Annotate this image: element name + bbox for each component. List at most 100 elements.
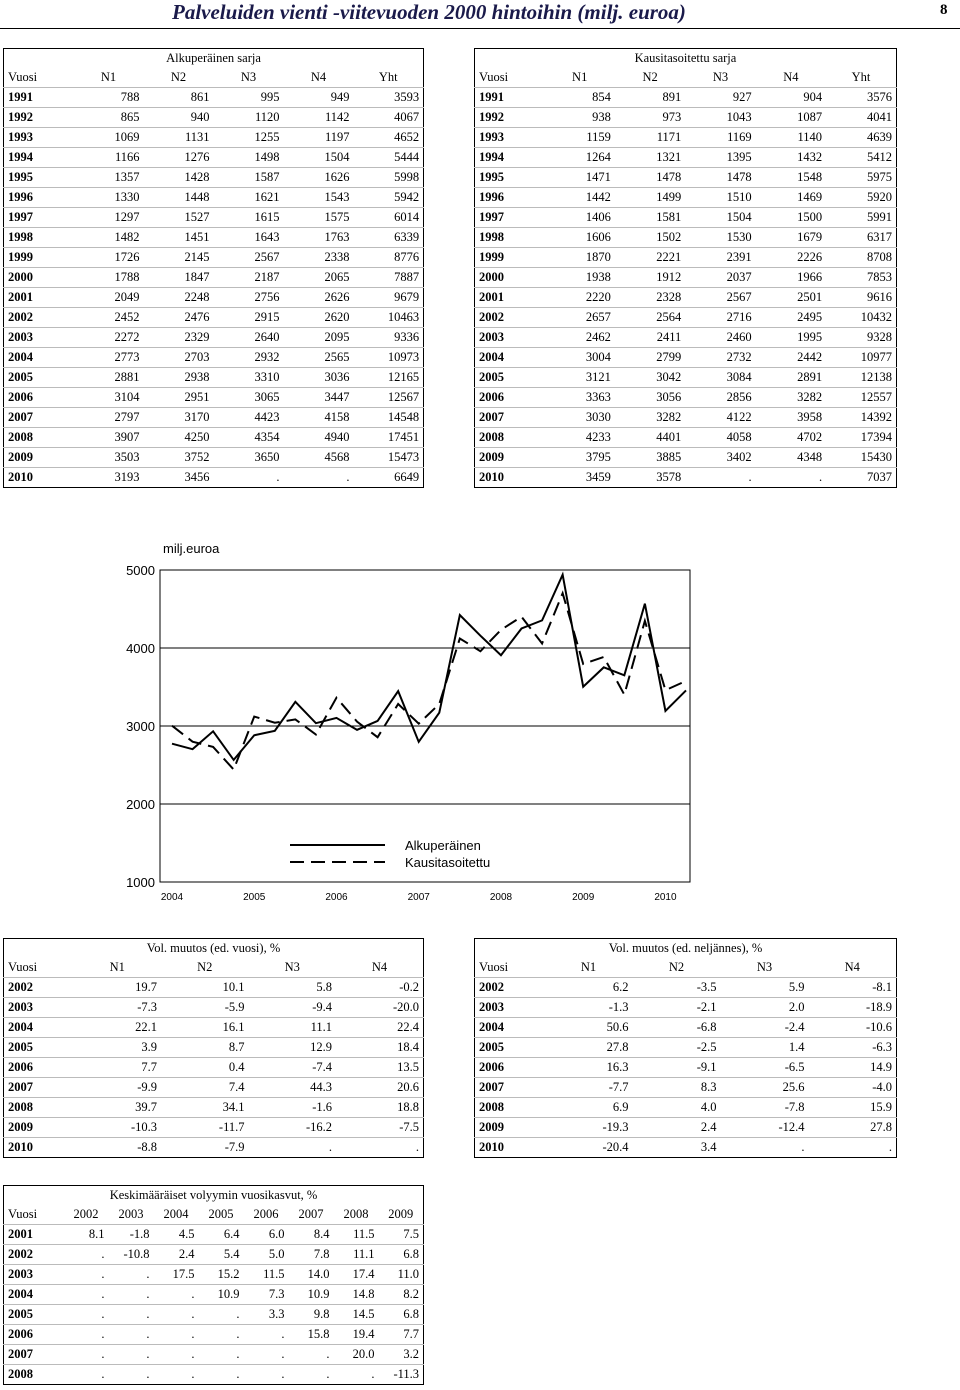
value-cell: . [63,1264,109,1285]
value-cell: 3065 [213,387,284,408]
value-cell: . [153,1364,199,1385]
data-row: 1994 1264 1321 1395 1432 5412 [474,147,897,168]
value-cell: . [153,1284,199,1305]
year-cell: 2007 [3,1344,64,1365]
value-cell: 2272 [73,327,144,348]
value-cell: 2716 [685,307,756,328]
value-cell: 3036 [283,367,354,388]
value-cell: -1.6 [248,1097,336,1118]
value-cell: 17451 [353,427,424,448]
rule [0,28,960,29]
value-cell: 2501 [755,287,827,308]
value-cell: 16.3 [544,1057,633,1078]
value-cell: 1357 [73,167,144,188]
value-cell: 4423 [213,407,284,428]
value-cell: 3.4 [632,1137,721,1158]
value-cell: 3907 [73,427,144,448]
value-cell: 34.1 [161,1097,249,1118]
value-cell: 3.2 [378,1344,424,1365]
value-cell: 12138 [826,367,897,388]
value-cell: 4067 [353,107,424,128]
value-cell: 973 [614,107,686,128]
data-row: 2005.... 3.3 9.8 14.5 6.8 [3,1304,424,1325]
header-cell: Vuosi [8,70,38,84]
value-cell: 1615 [213,207,284,228]
header-cell: N3 [284,960,300,974]
year-cell: 2002 [474,307,545,328]
value-cell: 2565 [283,347,354,368]
year-cell: 2000 [474,267,545,288]
header-cell: 2004 [163,1207,189,1221]
value-cell: 1530 [685,227,756,248]
year-cell: 2008 [3,1364,64,1385]
table-title: Keskimääräiset volyymin vuosikasvut, % [109,1188,318,1202]
value-cell: . [720,1137,809,1158]
value-cell: 1120 [213,107,284,128]
value-cell: 2564 [614,307,686,328]
value-cell: 3363 [544,387,615,408]
value-cell: 865 [73,107,144,128]
year-cell: 2005 [474,1037,545,1058]
value-cell: 6.2 [544,977,633,998]
value-cell: 2495 [755,307,827,328]
value-cell: 2915 [213,307,284,328]
value-cell: 5.4 [198,1244,244,1265]
data-row: 1995 1471 1478 1478 1548 5975 [474,167,897,188]
value-cell: 13.5 [336,1057,424,1078]
value-cell: -8.8 [73,1137,161,1158]
data-row: 2005 27.8 -2.5 1.4 -6.3 [474,1037,897,1058]
value-cell: 1912 [614,267,686,288]
header-cell: N1 [100,70,117,84]
value-cell: 2460 [685,327,756,348]
value-cell: . [755,467,827,488]
value-cell: . [198,1344,244,1365]
value-cell: 1131 [143,127,214,148]
value-cell: 8708 [826,247,897,268]
legend-label: Alkuperäinen [405,838,481,853]
value-cell: -20.4 [544,1137,633,1158]
data-row: 1993 1069 1131 1255 1197 4652 [3,127,424,148]
data-row: 2002 2452 2476 2915 2620 10463 [3,307,424,328]
year-cell: 2005 [3,367,74,388]
header-cell: Vuosi [479,960,509,974]
value-cell: . [108,1344,154,1365]
value-cell: 15430 [826,447,897,468]
y-tick-label: 5000 [126,563,155,578]
value-cell: 2797 [73,407,144,428]
data-row: 2003 2272 2329 2640 2095 9336 [3,327,424,348]
value-cell: 10977 [826,347,897,368]
value-cell: 8.7 [161,1037,249,1058]
value-cell: 1406 [544,207,615,228]
value-cell: 2226 [755,247,827,268]
value-cell: 3056 [614,387,686,408]
value-cell: 11.0 [378,1264,424,1285]
value-cell: 2442 [755,347,827,368]
value-cell: 1606 [544,227,615,248]
value-cell: 3170 [143,407,214,428]
value-cell: 4.5 [153,1224,199,1245]
value-cell: 6649 [353,467,424,488]
data-row: 1997 1406 1581 1504 1500 5991 [474,207,897,228]
value-cell: 1548 [755,167,827,188]
value-cell: 5412 [826,147,897,168]
value-cell: 1510 [685,187,756,208]
value-cell: . [288,1344,334,1365]
value-cell: 3958 [755,407,827,428]
value-cell: -7.4 [248,1057,336,1078]
title-row: Kausitasoitettu sarja [475,49,897,69]
table-title: Alkuperäinen sarja [166,51,261,65]
header-cell: N1 [572,70,588,84]
value-cell: 3030 [544,407,615,428]
value-cell: . [198,1364,244,1385]
header-cell: N3 [712,70,729,84]
value-cell: -6.5 [720,1057,809,1078]
value-cell: 2626 [283,287,354,308]
value-cell: 3752 [143,447,214,468]
data-row: 2009 3503 3752 3650 4568 15473 [3,447,424,468]
data-row: 2007...... 20.0 3.2 [3,1344,424,1365]
data-row: 2002. -10.8 2.4 5.4 5.0 7.8 11.1 6.8 [3,1244,424,1265]
value-cell: 19.7 [73,977,161,998]
value-cell: 6014 [353,207,424,228]
year-cell: 1993 [3,127,74,148]
value-cell: 1469 [755,187,827,208]
